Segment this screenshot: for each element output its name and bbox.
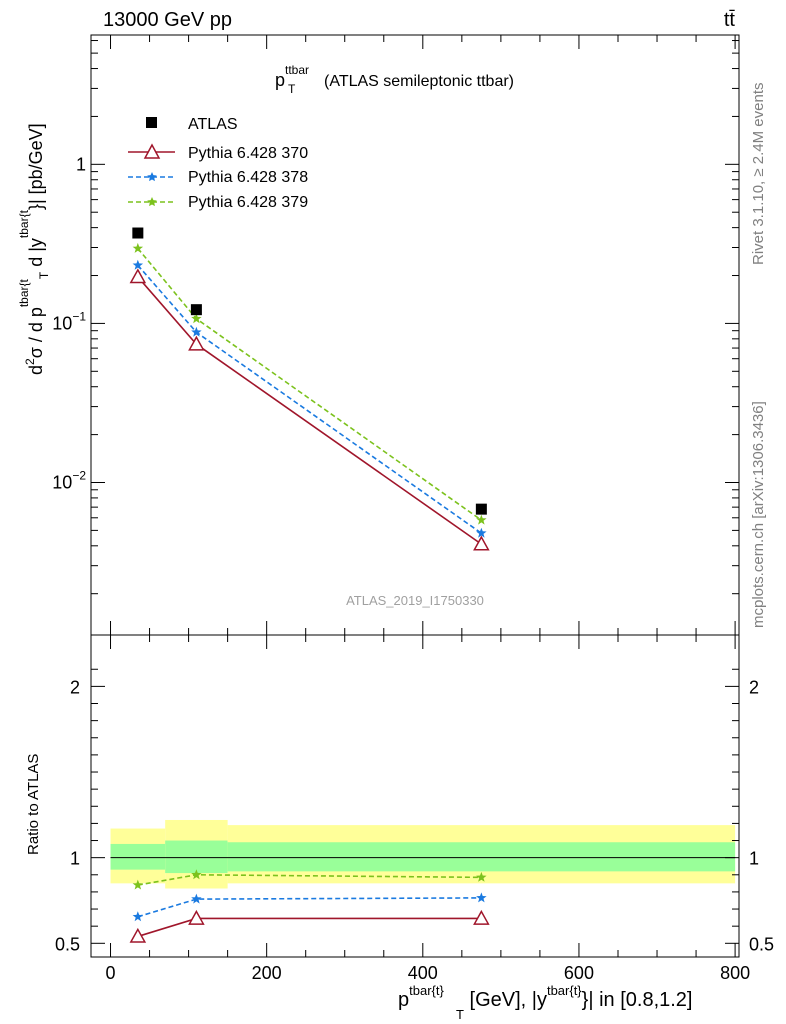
ratio-point-py379 bbox=[191, 869, 202, 880]
ratio-ticks: 0.5 0.5 1 1 2 2 0 200 400 600 800 bbox=[55, 635, 774, 983]
ratio-point-py370 bbox=[473, 909, 490, 925]
ratio-y-tick-label-left: 2 bbox=[70, 677, 80, 697]
ratio-x-tick-label: 800 bbox=[720, 963, 750, 983]
main-series bbox=[129, 227, 490, 551]
legend-marker-atlas bbox=[146, 117, 157, 128]
data-point-atlas bbox=[190, 304, 202, 316]
ratio-y-label: Ratio to ATLAS bbox=[25, 754, 42, 855]
ratio-point-py379 bbox=[476, 871, 487, 882]
legend-label-atlas: ATLAS bbox=[188, 116, 238, 133]
data-point-py379 bbox=[191, 313, 202, 324]
data-point-py379 bbox=[476, 514, 487, 525]
ratio-line-py370 bbox=[137, 917, 482, 938]
legend-label-py379: Pythia 6.428 379 bbox=[188, 194, 308, 211]
data-point-atlas bbox=[475, 503, 487, 515]
legend: ATLAS Pythia 6.428 370 Pythia 6.428 378 … bbox=[128, 116, 308, 211]
ratio-x-tick-label: 0 bbox=[106, 963, 116, 983]
data-point-py370 bbox=[473, 535, 490, 551]
uncertainty-band-inner bbox=[227, 842, 736, 872]
uncertainty-band-inner bbox=[110, 843, 166, 870]
series-line-py370 bbox=[137, 276, 482, 545]
main-panel: 1 10−1 10−2 pttbar T (ATLAS semileptonic ttb… bbox=[17, 34, 740, 636]
ratio-point-py378 bbox=[132, 911, 144, 922]
series-line-py379 bbox=[137, 247, 482, 521]
data-point-py378 bbox=[132, 259, 144, 270]
header-energy: 13000 GeV pp bbox=[103, 9, 232, 31]
mcplots-label: mcplots.cern.ch [arXiv:1306.3436] bbox=[750, 401, 767, 628]
ratio-point-py370 bbox=[129, 927, 147, 943]
legend-marker-py378 bbox=[147, 172, 157, 182]
data-point-py378 bbox=[191, 326, 202, 337]
data-point-py378 bbox=[476, 527, 487, 538]
ratio-y-tick-label-left: 1 bbox=[70, 849, 80, 869]
data-point-py370 bbox=[188, 335, 205, 351]
series-line-py378 bbox=[137, 264, 482, 534]
ratio-x-tick-label: 400 bbox=[408, 963, 438, 983]
data-point-py370 bbox=[129, 268, 147, 284]
ratio-y-tick-label-right: 0.5 bbox=[749, 934, 774, 954]
ratio-frame bbox=[90, 634, 740, 958]
ratio-point-py379 bbox=[132, 879, 144, 890]
ratio-panel: 0.5 0.5 1 1 2 2 0 200 400 600 800 Ratio to ATLAS p… bbox=[25, 634, 774, 1022]
main-y-label: d2σ / d ptbar{tT d |ytbar{t}| [pb/GeV] bbox=[17, 123, 51, 375]
rivet-label: Rivet 3.1.10, ≥ 2.4M events bbox=[750, 83, 767, 266]
main-y-tick-label: 10−1 bbox=[52, 309, 86, 333]
analysis-watermark: ATLAS_2019_I1750330 bbox=[346, 593, 484, 608]
main-ticks: 1 10−1 10−2 bbox=[52, 35, 739, 635]
ratio-line-py378 bbox=[137, 897, 482, 918]
legend-marker-py379 bbox=[147, 197, 157, 207]
ratio-x-tick-label: 200 bbox=[252, 963, 282, 983]
data-point-atlas bbox=[132, 227, 144, 239]
ratio-x-label: ptbar{t}T [GeV], |ytbar{t}}| in [0.8,1.2… bbox=[398, 983, 693, 1022]
ratio-x-tick-label: 600 bbox=[564, 963, 594, 983]
ratio-point-py370 bbox=[188, 909, 205, 925]
ratio-series bbox=[129, 869, 490, 943]
ratio-y-tick-label-left: 0.5 bbox=[55, 934, 80, 954]
plot-title: pttbar T (ATLAS semileptonic ttbar) bbox=[275, 63, 514, 96]
ratio-point-py378 bbox=[191, 893, 202, 904]
ratio-point-py378 bbox=[476, 892, 487, 903]
main-y-tick-label: 10−2 bbox=[52, 468, 86, 492]
ratio-bands bbox=[110, 819, 736, 889]
legend-marker-py370 bbox=[143, 143, 161, 159]
legend-label-py378: Pythia 6.428 378 bbox=[188, 169, 308, 186]
main-y-tick-label: 1 bbox=[76, 154, 86, 174]
header-process: tt̄ bbox=[724, 9, 736, 31]
uncertainty-band-inner bbox=[165, 840, 228, 874]
data-point-py379 bbox=[132, 242, 144, 253]
ratio-y-tick-label-right: 2 bbox=[749, 677, 759, 697]
legend-label-py370: Pythia 6.428 370 bbox=[188, 145, 308, 162]
ratio-y-tick-label-right: 1 bbox=[749, 849, 759, 869]
